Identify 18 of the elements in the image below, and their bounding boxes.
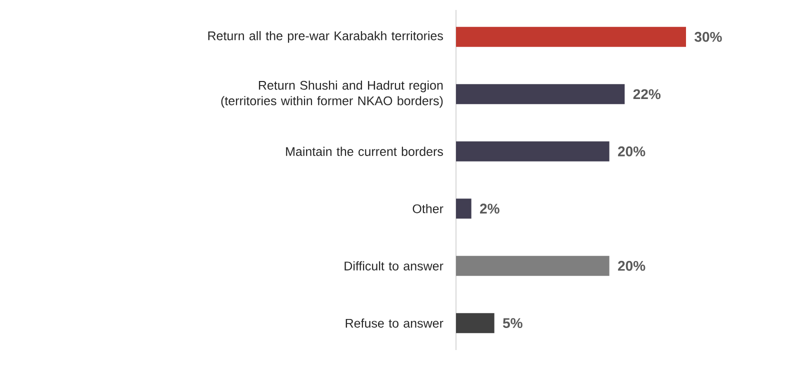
data-label: 20% <box>618 260 646 271</box>
data-label: 20% <box>618 146 646 156</box>
data-label: 30% <box>694 32 722 42</box>
y-tick-label: Refuse to answer <box>346 318 444 328</box>
bar <box>456 26 686 47</box>
bar <box>456 313 494 334</box>
bar <box>456 84 625 104</box>
y-tick-label: Return Shushi and Hadrut region (territories within former NKAO borders) <box>221 80 443 108</box>
bar <box>456 141 610 162</box>
y-tick-label: Maintain the current borders <box>286 146 443 156</box>
data-label: 5% <box>502 318 522 328</box>
data-label: 2% <box>480 204 500 214</box>
data-label: 22% <box>633 89 661 100</box>
y-tick-label: Other <box>412 204 444 214</box>
bar <box>456 198 472 219</box>
bar <box>456 256 610 276</box>
y-tick-label: Difficult to answer <box>344 261 444 270</box>
y-tick-label: Return all the pre-war Karabakh territories <box>208 31 443 43</box>
